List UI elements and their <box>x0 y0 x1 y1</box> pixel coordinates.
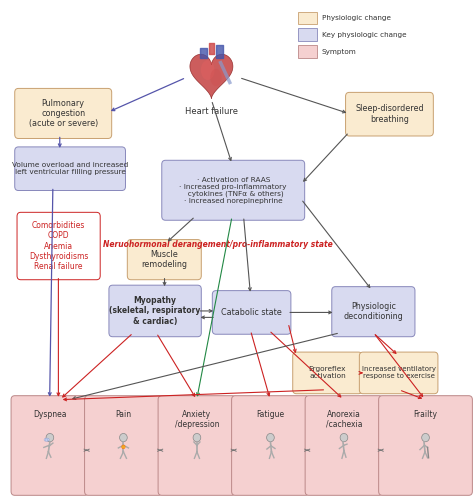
Circle shape <box>45 438 48 441</box>
Text: Dyspnea: Dyspnea <box>33 410 67 418</box>
Circle shape <box>266 433 274 442</box>
FancyBboxPatch shape <box>293 352 362 394</box>
FancyBboxPatch shape <box>158 396 236 496</box>
PathPatch shape <box>190 54 233 98</box>
Text: Ergoreflex
activation: Ergoreflex activation <box>309 366 346 379</box>
Ellipse shape <box>201 60 215 80</box>
Circle shape <box>340 433 348 442</box>
Circle shape <box>119 433 127 442</box>
Text: Physiologic
deconditioning: Physiologic deconditioning <box>344 302 403 322</box>
Circle shape <box>193 433 201 442</box>
Text: Increased ventilatory
response to exercise: Increased ventilatory response to exerci… <box>362 366 436 379</box>
FancyBboxPatch shape <box>109 285 201 337</box>
FancyBboxPatch shape <box>298 45 317 58</box>
FancyBboxPatch shape <box>298 28 317 41</box>
FancyBboxPatch shape <box>162 160 305 220</box>
Text: Physiologic change: Physiologic change <box>322 15 391 21</box>
Ellipse shape <box>122 445 125 449</box>
Text: Anorexia
/cachexia: Anorexia /cachexia <box>326 410 362 429</box>
FancyBboxPatch shape <box>17 212 100 280</box>
Circle shape <box>46 433 54 442</box>
Text: Neruohormonal derangement/pro-inflammatory state: Neruohormonal derangement/pro-inflammato… <box>103 240 333 249</box>
Text: Anxiety
/depression: Anxiety /depression <box>175 410 219 429</box>
Circle shape <box>422 433 429 442</box>
FancyBboxPatch shape <box>379 396 473 496</box>
Text: Muscle
remodeling: Muscle remodeling <box>141 250 187 269</box>
Text: Symptom: Symptom <box>322 49 356 55</box>
Text: Key physiologic change: Key physiologic change <box>322 32 406 38</box>
Text: Heart failure: Heart failure <box>185 107 238 116</box>
Text: · Activation of RAAS
· Increased pro-inflammatory
  cytokines (TNFα & others)
· : · Activation of RAAS · Increased pro-inf… <box>180 176 287 204</box>
Text: Pain: Pain <box>115 410 131 418</box>
FancyBboxPatch shape <box>84 396 162 496</box>
Circle shape <box>44 438 46 441</box>
Ellipse shape <box>210 69 222 86</box>
FancyBboxPatch shape <box>232 396 309 496</box>
FancyBboxPatch shape <box>212 291 291 334</box>
Text: Fatigue: Fatigue <box>256 410 284 418</box>
FancyBboxPatch shape <box>15 147 126 190</box>
Text: Sleep-disordered
breathing: Sleep-disordered breathing <box>355 104 424 124</box>
Text: Pulmonary
congestion
(acute or severe): Pulmonary congestion (acute or severe) <box>28 98 98 128</box>
FancyBboxPatch shape <box>359 352 438 394</box>
Text: Myopathy
(skeletal, respiratory
& cardiac): Myopathy (skeletal, respiratory & cardia… <box>109 296 201 326</box>
FancyBboxPatch shape <box>15 88 112 139</box>
FancyBboxPatch shape <box>305 396 383 496</box>
Text: Catabolic state: Catabolic state <box>221 308 282 317</box>
Text: Frailty: Frailty <box>413 410 438 418</box>
FancyBboxPatch shape <box>332 287 415 337</box>
Text: Volume overload and increased
left ventricular filling pressure: Volume overload and increased left ventr… <box>12 162 128 175</box>
FancyBboxPatch shape <box>11 396 89 496</box>
Text: Comorbidities
COPD
Anemia
Dysthyroidisms
Renal failure: Comorbidities COPD Anemia Dysthyroidisms… <box>29 221 88 271</box>
FancyBboxPatch shape <box>298 11 317 24</box>
Circle shape <box>47 439 49 441</box>
FancyBboxPatch shape <box>346 92 433 136</box>
FancyBboxPatch shape <box>128 240 201 280</box>
